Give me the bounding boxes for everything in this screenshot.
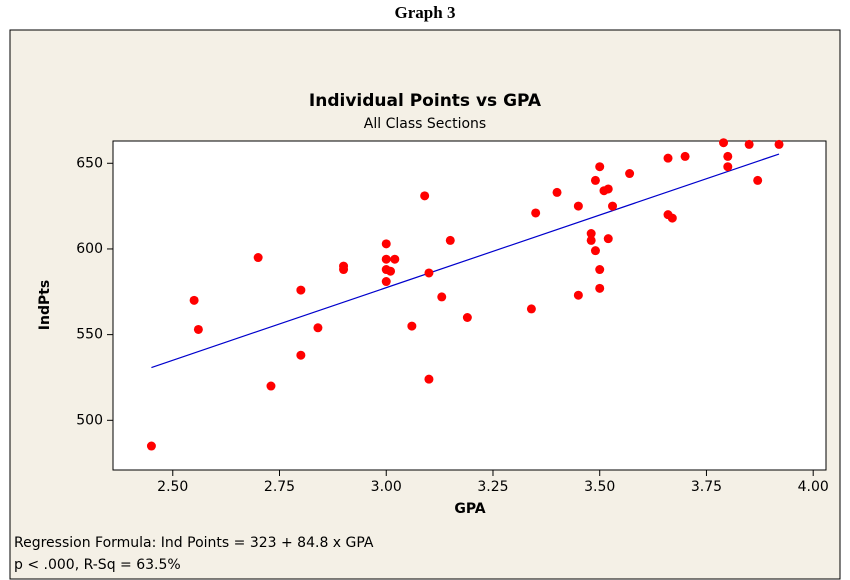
point [680,151,690,161]
point [193,324,203,334]
point [253,253,263,263]
x-tick-label: 2.50 [157,479,188,495]
plot-area [112,140,827,471]
point [723,151,733,161]
y-axis-label: IndPts [37,280,53,330]
point [590,246,600,256]
point [339,265,349,275]
point [386,266,396,276]
point [608,201,618,211]
point [603,184,613,194]
point [590,175,600,185]
point [146,441,156,451]
point [296,285,306,295]
x-tick-label: 2.75 [264,479,295,495]
chart-title: Individual Points vs GPA [309,91,542,111]
point [753,175,763,185]
point [552,187,562,197]
point [266,381,276,391]
point [407,321,417,331]
point [573,201,583,211]
note: Regression Formula: Ind Points = 323 + 8… [14,535,374,551]
point [296,350,306,360]
point [381,277,391,287]
point [424,374,434,384]
x-tick-label: 3.00 [371,479,402,495]
x-tick-label: 3.50 [584,479,615,495]
point [663,153,673,163]
point [595,265,605,275]
point [744,139,754,149]
y-tick-label: 500 [76,412,103,428]
y-tick-label: 650 [76,155,103,171]
point [437,292,447,302]
x-tick-label: 3.25 [477,479,508,495]
point [531,208,541,218]
x-axis-label: GPA [454,501,485,517]
point [526,304,536,314]
note: p < .000, R-Sq = 63.5% [14,557,181,573]
point [573,290,583,300]
y-tick-label: 550 [76,327,103,343]
point [390,254,400,264]
point [586,229,596,239]
point [420,191,430,201]
chart-subtitle: All Class Sections [364,116,486,132]
point [445,235,455,245]
point [381,254,391,264]
point [625,169,635,179]
point [586,235,596,245]
point [723,162,733,172]
point [719,138,729,148]
x-tick-label: 3.75 [691,479,722,495]
caption: Graph 3 [395,3,456,22]
point [424,268,434,278]
point [774,139,784,149]
point [595,283,605,293]
point [189,295,199,305]
point [313,323,323,333]
point [603,234,613,244]
regression-line [151,153,780,369]
y-tick-label: 600 [76,241,103,257]
point [462,312,472,322]
point [667,213,677,223]
point [595,162,605,172]
point [381,239,391,249]
x-tick-label: 4.00 [798,479,829,495]
